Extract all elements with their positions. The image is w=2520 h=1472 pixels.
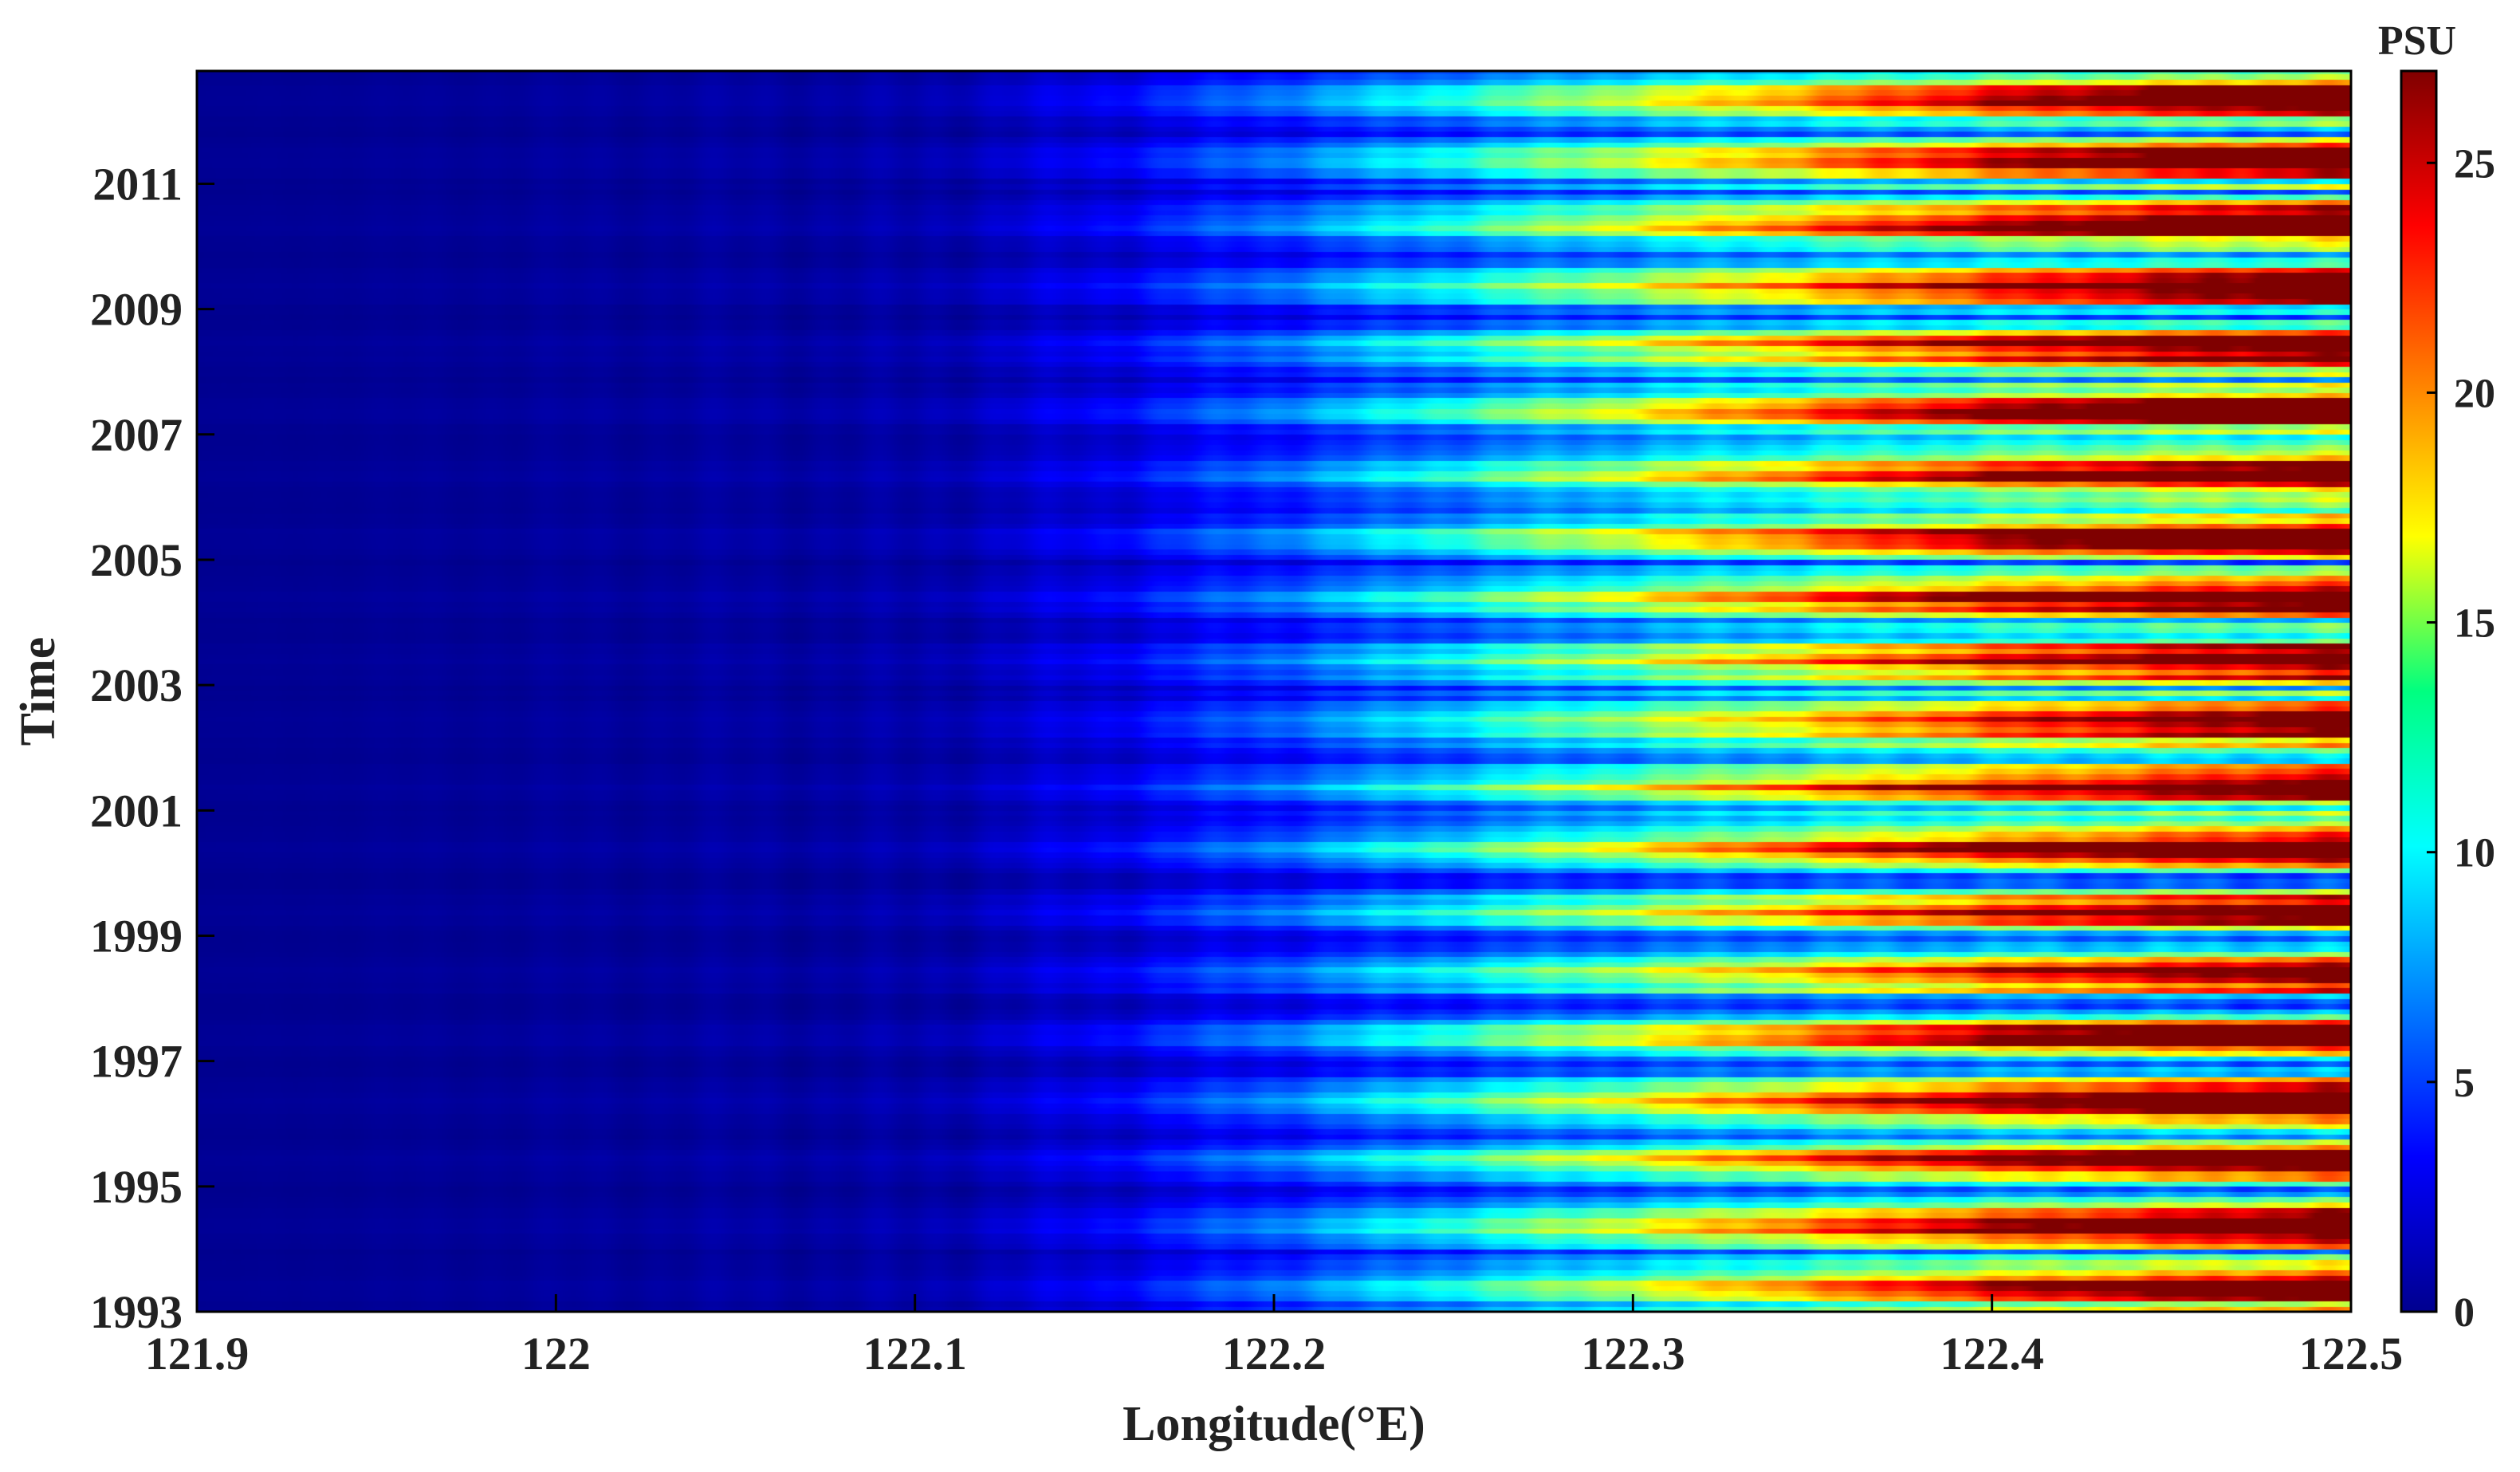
heatmap-cells: [197, 71, 2351, 1312]
y-tick-label: 2011: [92, 158, 183, 210]
y-tick-label: 1993: [90, 1286, 183, 1338]
x-tick-label: 122.5: [2299, 1328, 2404, 1380]
colorbar-tick-label: 25: [2454, 141, 2495, 187]
colorbar: PSU 0 5 10 15 20 25: [2378, 18, 2495, 1336]
colorbar-gradient: [2400, 69, 2438, 1313]
colorbar-tick-label: 0: [2454, 1290, 2475, 1336]
x-axis-label: Longitude(°E): [1122, 1397, 1425, 1451]
x-tick-label: 122: [521, 1328, 591, 1380]
x-tick-label: 122.4: [1940, 1328, 2044, 1380]
y-tick-label: 1997: [90, 1036, 183, 1088]
colorbar-label: PSU: [2378, 18, 2456, 64]
colorbar-tick-label: 20: [2454, 371, 2495, 416]
x-tick-label: 122.1: [863, 1328, 967, 1380]
y-axis-label: Time: [11, 637, 65, 746]
y-tick-label: 2009: [90, 284, 183, 336]
colorbar-tick-label: 5: [2454, 1061, 2475, 1106]
x-tick-label: 122.2: [1222, 1328, 1327, 1380]
heatmap-plot-area: [195, 69, 2353, 1313]
y-tick-label: 2003: [90, 659, 183, 711]
y-tick-label: 1999: [90, 910, 183, 962]
y-tick-label: 2001: [90, 785, 183, 836]
y-axis: 1993 1995 1997 1999 2001 2003 2005 2007 2009 2011: [90, 158, 214, 1338]
x-tick-label: 122.3: [1581, 1328, 1685, 1380]
colorbar-tick-label: 15: [2454, 601, 2495, 647]
y-tick-label: 2005: [90, 534, 183, 586]
x-axis: 121.9 122 122.1 122.2 122.3 122.4 122.5: [145, 1294, 2404, 1380]
colorbar-tick-label: 10: [2454, 831, 2495, 876]
y-tick-label: 2007: [90, 409, 183, 461]
y-tick-label: 1995: [90, 1161, 183, 1213]
x-tick-label: 121.9: [145, 1328, 250, 1380]
